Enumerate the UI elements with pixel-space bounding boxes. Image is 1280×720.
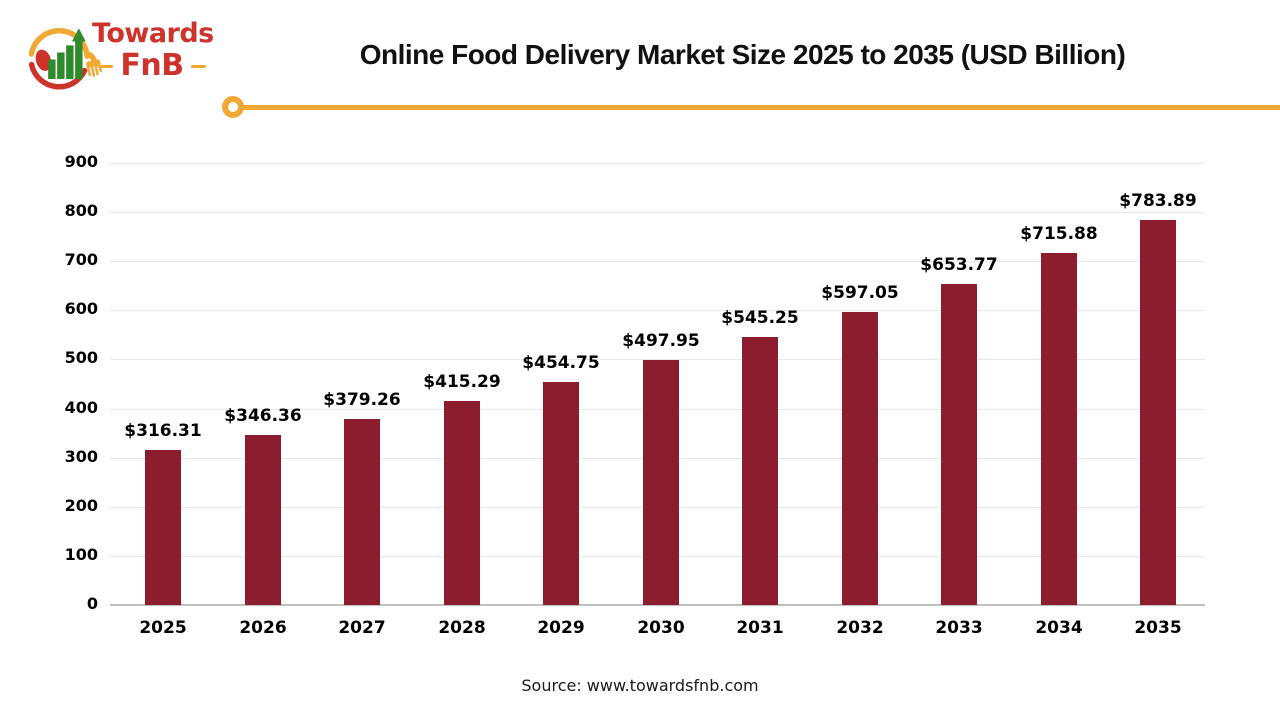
divider-ring-icon [222,96,244,118]
bar-2030 [643,360,679,605]
x-axis-line [110,604,1205,606]
divider-line [242,105,1280,110]
x-tick-label-2029: 2029 [537,618,585,638]
x-tick-label-2034: 2034 [1035,618,1083,638]
bar-2035 [1140,220,1176,605]
spoon-icon [35,49,52,71]
gridline-700 [110,261,1205,262]
towardsfnb-logo-icon [28,28,102,90]
logo-name-line1: Towards [92,18,214,49]
chart-title: Online Food Delivery Market Size 2025 to… [359,39,1126,70]
bar-value-label-2030: $497.95 [622,331,700,351]
gridline-600 [110,310,1205,311]
y-tick-label-300: 300 [64,447,98,466]
bar-value-label-2029: $454.75 [522,353,600,373]
bar-value-label-2035: $783.89 [1119,191,1197,211]
y-tick-label-500: 500 [64,348,98,367]
bar-2034 [1041,253,1077,605]
y-tick-label-900: 900 [64,152,98,171]
y-tick-label-600: 600 [64,299,98,318]
bar-2026 [245,435,281,605]
bar-2032 [842,312,878,605]
logo-dash-right [190,64,206,68]
arrow-up-icon [71,28,86,42]
x-tick-label-2026: 2026 [239,618,287,638]
growth-bars-icon [48,28,86,80]
y-tick-label-200: 200 [64,496,98,515]
logo-yellow-arc [28,28,90,60]
gridline-500 [110,359,1205,360]
bar-value-label-2033: $653.77 [920,255,998,275]
x-tick-label-2032: 2032 [836,618,884,638]
bar-value-label-2032: $597.05 [821,283,899,303]
x-tick-label-2033: 2033 [935,618,983,638]
y-tick-label-0: 0 [86,594,98,613]
logo-dash-left [98,64,114,68]
y-tick-label-800: 800 [64,201,98,220]
bar-value-label-2025: $316.31 [124,421,202,441]
bar-2025 [145,450,181,605]
bar-value-label-2027: $379.26 [323,390,401,410]
x-tick-label-2035: 2035 [1134,618,1182,638]
bar-2028 [444,401,480,605]
logo-wordmark: Towards FnB [92,18,214,83]
bar-2029 [543,382,579,605]
gridline-800 [110,212,1205,213]
x-tick-label-2025: 2025 [139,618,187,638]
bar-value-label-2031: $545.25 [721,308,799,328]
x-tick-label-2028: 2028 [438,618,486,638]
bar-value-label-2034: $715.88 [1020,224,1098,244]
bar-2027 [344,419,380,605]
bar-value-label-2026: $346.36 [224,406,302,426]
x-tick-label-2027: 2027 [338,618,386,638]
x-tick-label-2030: 2030 [637,618,685,638]
y-tick-label-400: 400 [64,398,98,417]
source-text: Source: www.towardsfnb.com [521,676,759,695]
bar-value-label-2028: $415.29 [423,372,501,392]
y-tick-label-700: 700 [64,250,98,269]
y-tick-label-100: 100 [64,545,98,564]
gridline-900 [110,163,1205,164]
x-tick-label-2031: 2031 [736,618,784,638]
bar-2033 [941,284,977,605]
bar-2031 [742,337,778,605]
logo-name-line2: FnB [120,48,184,83]
